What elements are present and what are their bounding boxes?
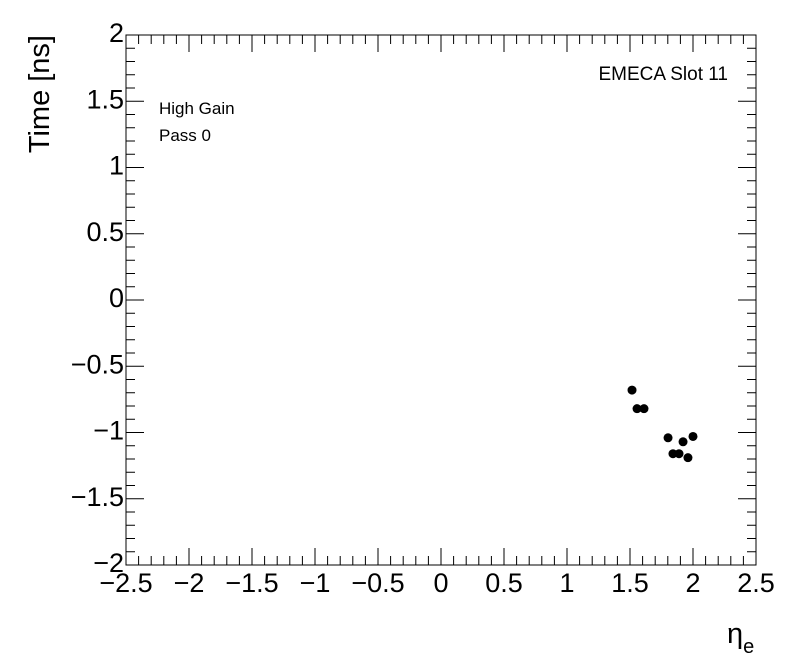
point [632,404,642,414]
y-tick-label: 0.5 [86,217,124,247]
y-tick-label: 1 [109,151,124,181]
x-axis-title-subscript: e [743,636,754,658]
y-tick-label: −1 [93,416,124,446]
x-tick-label: −2.5 [99,568,152,598]
x-axis-title-main: η [727,618,743,650]
x-tick-label: 2 [685,568,700,598]
point [674,449,684,459]
x-tick-label: 1.5 [611,568,649,598]
point [683,453,693,463]
point [663,433,673,443]
y-axis-title: Time [ns] [24,35,56,153]
y-tick-label: −0.5 [71,349,124,379]
point [639,404,649,414]
annotation: Pass 0 [159,126,211,145]
point [688,431,698,441]
x-tick-label: 2.5 [737,568,775,598]
x-tick-label: 0.5 [485,568,523,598]
annotation: EMECA Slot 11 [598,64,728,85]
y-tick-label: 0 [109,283,124,313]
x-tick-label: −0.5 [351,568,404,598]
x-tick-label: −1 [300,568,331,598]
y-tick-label: −2 [93,548,124,578]
y-tick-label: 1.5 [86,84,124,114]
x-tick-label: 1 [559,568,574,598]
x-tick-label: −1.5 [225,568,278,598]
point [678,437,688,447]
x-axis-title: ηe [727,618,754,658]
x-tick-label: −2 [174,568,205,598]
annotation: High Gain [159,99,235,118]
y-tick-label: −1.5 [71,482,124,512]
x-tick-label: 0 [433,568,448,598]
point [627,385,637,395]
y-tick-label: 2 [109,18,124,48]
